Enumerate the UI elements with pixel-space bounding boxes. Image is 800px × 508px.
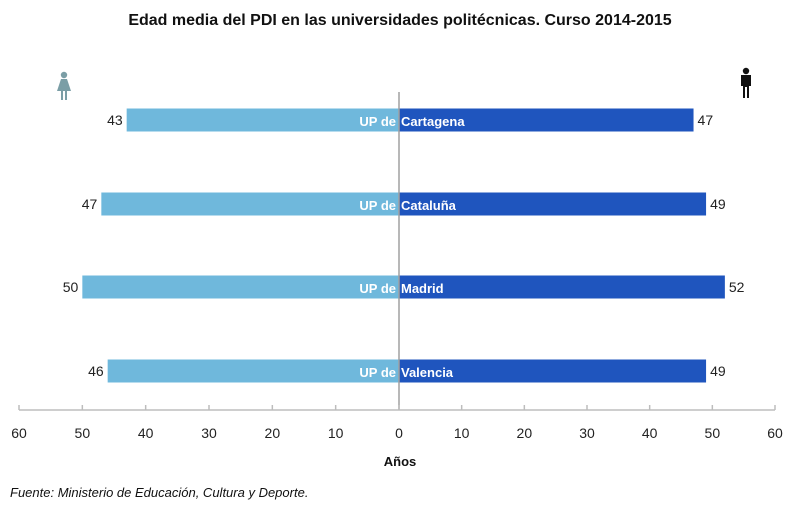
data-label-female: 50 bbox=[63, 279, 79, 295]
bar-female-Cartagena bbox=[126, 108, 400, 132]
x-tick-label: 30 bbox=[579, 425, 595, 441]
category-label: Madrid bbox=[401, 281, 444, 296]
x-tick-label: 20 bbox=[517, 425, 533, 441]
bar-male-Valencia bbox=[399, 359, 707, 383]
data-label-female: 46 bbox=[88, 363, 104, 379]
category-label: Valencia bbox=[401, 365, 454, 380]
data-label-male: 47 bbox=[698, 112, 714, 128]
bar-male-Madrid bbox=[399, 275, 725, 299]
x-tick-label: 50 bbox=[705, 425, 721, 441]
x-tick-label: 10 bbox=[328, 425, 344, 441]
x-tick-label: 60 bbox=[11, 425, 27, 441]
x-tick-label: 40 bbox=[642, 425, 658, 441]
category-prefix: UP de bbox=[359, 198, 396, 213]
data-label-male: 49 bbox=[710, 196, 726, 212]
data-label-male: 49 bbox=[710, 363, 726, 379]
data-label-female: 47 bbox=[82, 196, 98, 212]
category-prefix: UP de bbox=[359, 114, 396, 129]
x-tick-label: 20 bbox=[265, 425, 281, 441]
x-tick-label: 0 bbox=[395, 425, 403, 441]
category-label: Cataluña bbox=[401, 198, 457, 213]
x-axis-label: Años bbox=[384, 454, 417, 469]
category-prefix: UP de bbox=[359, 365, 396, 380]
female-icon bbox=[57, 71, 71, 100]
x-tick-label: 40 bbox=[138, 425, 154, 441]
bar-female-Cataluña bbox=[101, 192, 399, 216]
x-tick-label: 10 bbox=[454, 425, 470, 441]
x-tick-label: 60 bbox=[767, 425, 783, 441]
bar-male-Cartagena bbox=[399, 108, 694, 132]
category-label: Cartagena bbox=[401, 114, 465, 129]
x-tick-label: 30 bbox=[201, 425, 217, 441]
source-note: Fuente: Ministerio de Educación, Cultura… bbox=[10, 485, 308, 500]
bar-female-Valencia bbox=[107, 359, 400, 383]
category-prefix: UP de bbox=[359, 281, 396, 296]
data-label-male: 52 bbox=[729, 279, 745, 295]
chart-title: Edad media del PDI en las universidades … bbox=[128, 12, 671, 29]
bar-female-Madrid bbox=[82, 275, 399, 299]
male-icon bbox=[741, 67, 751, 98]
data-label-female: 43 bbox=[107, 112, 123, 128]
x-tick-label: 50 bbox=[75, 425, 91, 441]
bar-male-Cataluña bbox=[399, 192, 707, 216]
